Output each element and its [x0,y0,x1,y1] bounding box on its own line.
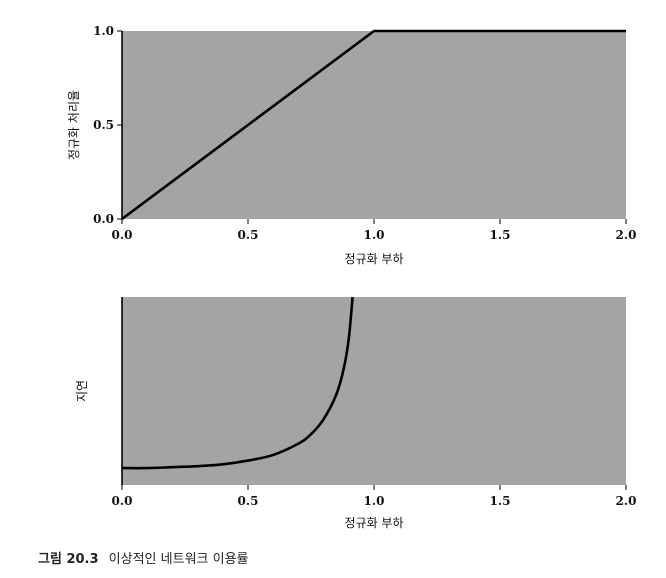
delay-x-tick-label: 2.0 [616,494,637,508]
delay-chart: 0.0 0.5 1.0 1.5 2.0 정규화 부하 지연 [75,296,637,530]
delay-x-axis-label: 정규화 부하 [344,516,403,530]
throughput-series-line [121,29,626,221]
throughput-y-axis-label: 정규화 처리율 [67,90,81,160]
figure-number: 그림 20.3 [38,552,99,567]
delay-x-tick-label: 0.0 [112,494,133,508]
throughput-y-tick-label: 0.5 [93,118,114,132]
throughput-x-tick-label: 0.0 [112,228,133,242]
throughput-y-tick-label: 1.0 [93,24,114,38]
throughput-chart: 0.0 0.5 1.0 1.5 2.0 0.0 0.5 1.0 정규화 부하 정규화 처리율 [67,24,636,266]
delay-x-tick-label: 1.0 [364,494,385,508]
throughput-x-tick-label: 0.5 [238,228,259,242]
throughput-plot-area [122,31,626,219]
figure-caption: 그림 20.3 이상적인 네트워크 이용률 [38,548,249,567]
delay-x-tick-label: 1.5 [490,494,511,508]
delay-plot-area [122,297,626,485]
delay-series-line [121,296,354,470]
throughput-x-tick-label: 2.0 [616,228,637,242]
throughput-x-tick-label: 1.0 [364,228,385,242]
delay-y-axis-label: 지연 [75,380,89,402]
figure-caption-text: 이상적인 네트워크 이용률 [108,552,249,567]
throughput-x-tick-label: 1.5 [490,228,511,242]
throughput-x-axis-label: 정규화 부하 [344,252,403,266]
delay-x-tick-label: 0.5 [238,494,259,508]
throughput-y-tick-label: 0.0 [93,212,114,226]
